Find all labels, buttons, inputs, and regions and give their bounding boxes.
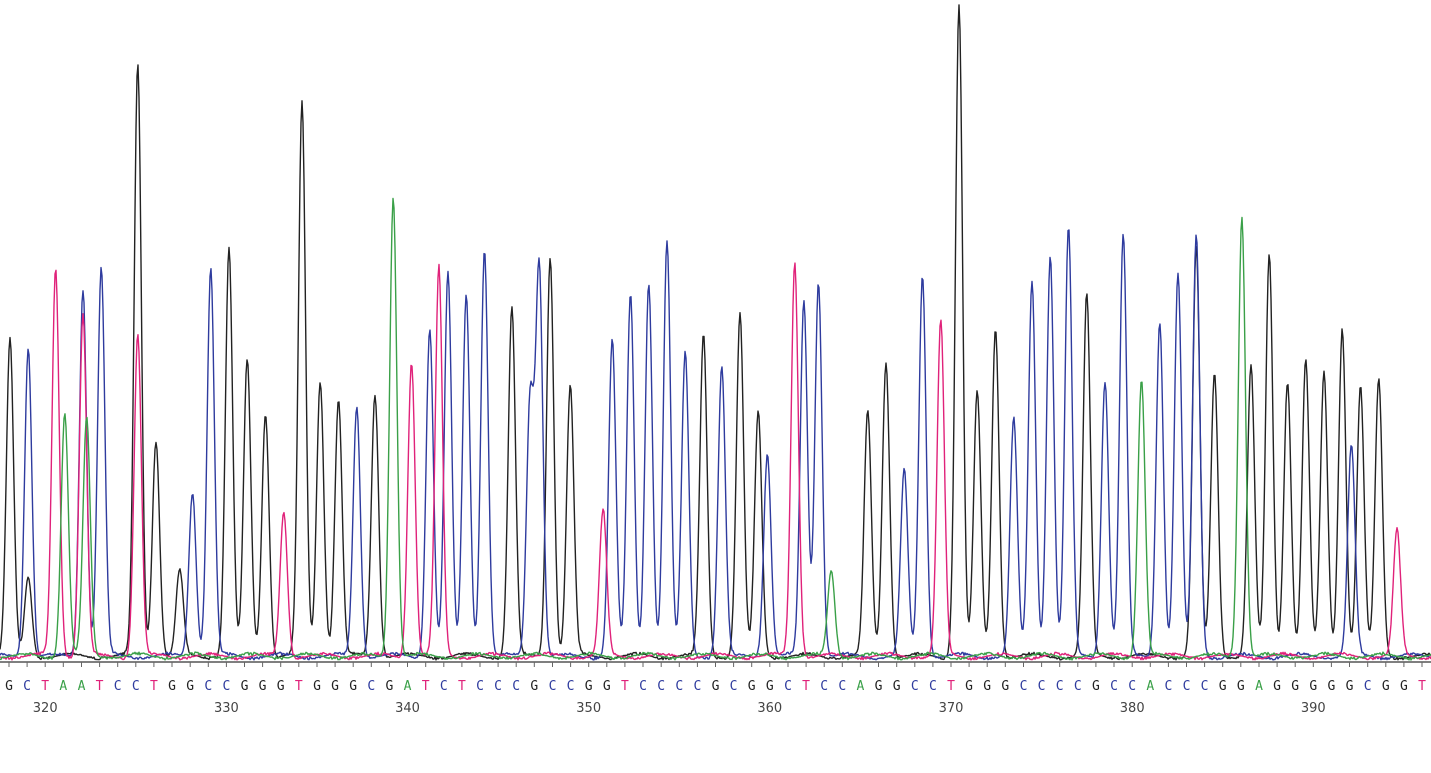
base-call: C — [23, 679, 31, 694]
base-call: G — [1291, 679, 1299, 694]
position-label: 320 — [33, 701, 58, 716]
base-call: C — [367, 679, 375, 694]
position-labels: 320 330 340 350 360 370 380 390 — [33, 701, 1326, 716]
base-call: C — [1020, 679, 1028, 694]
base-call: C — [1074, 679, 1082, 694]
base-call: C — [657, 679, 665, 694]
base-call: C — [784, 679, 792, 694]
base-call: C — [929, 679, 937, 694]
base-call: G — [1001, 679, 1009, 694]
base-call: G — [712, 679, 720, 694]
base-call: C — [512, 679, 520, 694]
axis-ticks — [8, 662, 1423, 667]
base-call: C — [911, 679, 919, 694]
base-call: T — [150, 679, 158, 694]
trace-A — [0, 197, 1431, 661]
base-call: C — [440, 679, 448, 694]
base-call: A — [78, 679, 86, 694]
base-call: C — [204, 679, 212, 694]
base-call: G — [259, 679, 267, 694]
base-call: G — [766, 679, 774, 694]
base-call: G — [748, 679, 756, 694]
base-call: G — [331, 679, 339, 694]
base-call: T — [458, 679, 466, 694]
base-call: C — [838, 679, 846, 694]
trace-C — [0, 229, 1431, 661]
base-call: C — [222, 679, 230, 694]
base-call: G — [5, 679, 13, 694]
base-call: C — [1038, 679, 1046, 694]
base-call: C — [132, 679, 140, 694]
base-call: G — [875, 679, 883, 694]
position-label: 360 — [757, 701, 782, 716]
trace-G — [0, 4, 1431, 661]
base-call: C — [693, 679, 701, 694]
base-call: G — [1092, 679, 1100, 694]
base-call: C — [1164, 679, 1172, 694]
base-call: G — [168, 679, 176, 694]
position-label: 330 — [214, 701, 239, 716]
base-call: T — [802, 679, 810, 694]
base-call: G — [1327, 679, 1335, 694]
base-call: G — [186, 679, 194, 694]
base-call: A — [404, 679, 412, 694]
base-call: C — [1201, 679, 1209, 694]
base-call: T — [422, 679, 430, 694]
base-call: G — [1309, 679, 1317, 694]
base-call: C — [476, 679, 484, 694]
position-label: 390 — [1301, 701, 1326, 716]
position-label: 380 — [1120, 701, 1145, 716]
base-call: A — [59, 679, 67, 694]
base-call: C — [675, 679, 683, 694]
base-call: T — [295, 679, 303, 694]
base-call: G — [1400, 679, 1408, 694]
position-label: 340 — [395, 701, 420, 716]
position-label: 350 — [576, 701, 601, 716]
base-call: C — [639, 679, 647, 694]
base-call: C — [494, 679, 502, 694]
base-call: C — [730, 679, 738, 694]
trace-layer — [0, 4, 1431, 661]
base-call: C — [1364, 679, 1372, 694]
base-call: G — [1273, 679, 1281, 694]
position-label: 370 — [939, 701, 964, 716]
base-call: G — [603, 679, 611, 694]
base-call: G — [1219, 679, 1227, 694]
base-call: G — [983, 679, 991, 694]
base-call: G — [1237, 679, 1245, 694]
base-call: G — [965, 679, 973, 694]
base-call: C — [820, 679, 828, 694]
base-call: C — [1110, 679, 1118, 694]
base-call: A — [856, 679, 864, 694]
base-call: T — [947, 679, 955, 694]
base-call: G — [1346, 679, 1354, 694]
base-call: G — [313, 679, 321, 694]
base-call: C — [114, 679, 122, 694]
base-call: T — [96, 679, 104, 694]
base-call: G — [385, 679, 393, 694]
base-call: G — [349, 679, 357, 694]
base-call: C — [549, 679, 557, 694]
base-call: G — [585, 679, 593, 694]
base-call: T — [1418, 679, 1426, 694]
base-call: G — [277, 679, 285, 694]
base-call: T — [41, 679, 49, 694]
base-call: C — [567, 679, 575, 694]
base-call: C — [1183, 679, 1191, 694]
base-call: C — [1056, 679, 1064, 694]
base-call: C — [1128, 679, 1136, 694]
base-call: A — [1146, 679, 1154, 694]
base-call: G — [1382, 679, 1390, 694]
base-call: G — [530, 679, 538, 694]
base-call: A — [1255, 679, 1263, 694]
base-call: G — [241, 679, 249, 694]
base-call: T — [621, 679, 629, 694]
base-call: G — [893, 679, 901, 694]
